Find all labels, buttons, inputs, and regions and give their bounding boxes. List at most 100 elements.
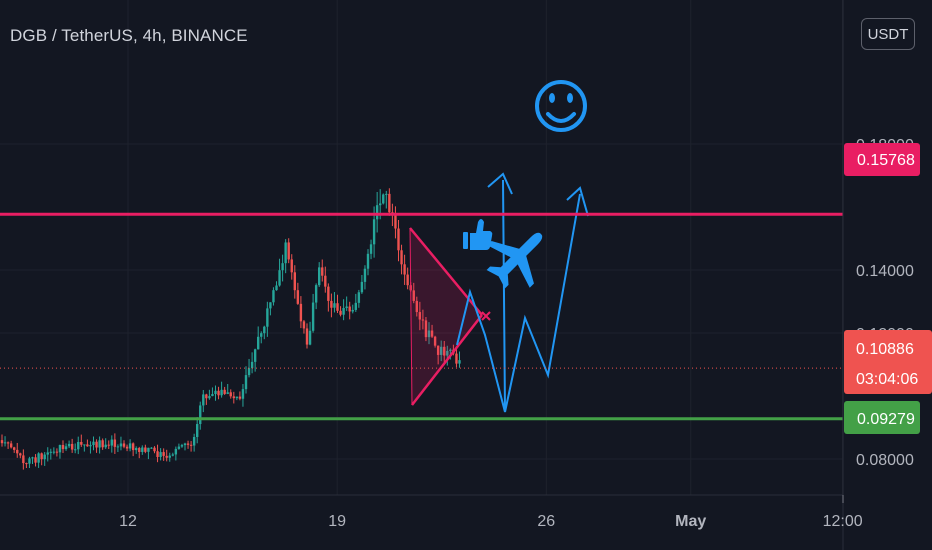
- candle-body: [174, 448, 178, 455]
- candle-body: [74, 449, 77, 451]
- candle-body: [458, 360, 461, 364]
- candle-body: [13, 447, 16, 450]
- candle-body: [83, 444, 86, 446]
- up-arrow-head-1: [487, 172, 513, 195]
- candle-body: [189, 444, 193, 446]
- candle-body: [40, 453, 43, 460]
- candle-body: [22, 455, 25, 464]
- candle-body: [205, 394, 208, 399]
- candle-body: [43, 454, 46, 460]
- candle-body: [229, 392, 232, 397]
- current-price-label: 0.10886: [856, 341, 914, 358]
- current-price-badge: [844, 330, 932, 394]
- candle-body: [138, 448, 141, 452]
- candle-body: [293, 272, 296, 291]
- candle-body: [34, 457, 37, 463]
- candle-body: [403, 264, 406, 275]
- price-tick-label: 0.08000: [856, 452, 914, 469]
- candle-body: [333, 303, 336, 308]
- candle-body: [324, 275, 327, 287]
- triangle-lower-line[interactable]: [411, 314, 483, 406]
- time-tick-label: 12: [119, 513, 137, 530]
- candle-body: [52, 451, 56, 453]
- airplane-icon[interactable]: [475, 213, 563, 301]
- candle-body: [421, 319, 425, 321]
- candle-body: [266, 308, 269, 327]
- candle-body: [46, 452, 49, 455]
- candle-body: [400, 250, 403, 265]
- triangle-pattern[interactable]: [410, 228, 482, 405]
- candle-body: [412, 290, 415, 301]
- time-tick-label: May: [675, 513, 706, 530]
- candle-body: [250, 361, 254, 369]
- candle-body: [116, 446, 120, 448]
- candle-body: [272, 290, 275, 303]
- candle-body: [263, 326, 266, 334]
- candle-body: [321, 267, 324, 276]
- candle-body: [110, 439, 113, 446]
- candle-body: [25, 463, 28, 465]
- candle-body: [363, 268, 367, 282]
- candle-body: [311, 302, 315, 331]
- candle-body: [284, 242, 287, 264]
- candle-body: [196, 424, 199, 438]
- candle-body: [16, 449, 19, 454]
- candle-body: [64, 446, 68, 450]
- candle-body: [107, 444, 110, 446]
- candle-body: [98, 440, 101, 448]
- candle-body: [440, 346, 443, 355]
- candle-body: [299, 303, 303, 322]
- candle-body: [37, 453, 40, 463]
- horizontal-levels: [0, 212, 843, 421]
- candle-body: [247, 368, 251, 376]
- time-tick-label: 12:00: [823, 513, 863, 530]
- candle-body: [144, 447, 147, 452]
- candle-body: [119, 443, 123, 447]
- candle-body: [208, 396, 211, 399]
- candle-body: [217, 390, 220, 396]
- candle-body: [305, 328, 309, 345]
- candle-body: [455, 353, 458, 364]
- candle-body: [162, 452, 165, 456]
- candle-body: [287, 242, 290, 260]
- candle-body: [318, 267, 321, 286]
- candle-body: [278, 270, 281, 286]
- candle-body: [397, 228, 400, 251]
- candle-body: [415, 300, 418, 313]
- candle-body: [214, 390, 217, 395]
- candle-body: [382, 194, 385, 204]
- candle-body: [192, 437, 196, 446]
- candle-body: [348, 306, 351, 312]
- candle-body: [345, 306, 348, 309]
- price-labels: 0.15768 0.10886 03:04:06 0.09279: [844, 143, 932, 434]
- candle-body: [302, 321, 306, 329]
- candle-body: [339, 310, 342, 315]
- projection-path-1[interactable]: [456, 179, 506, 413]
- thumbs-up-icon[interactable]: [463, 219, 493, 250]
- candle-body: [168, 455, 171, 458]
- candle-body: [67, 443, 71, 447]
- triangle-upper-line[interactable]: [409, 227, 483, 316]
- candle-body: [357, 292, 361, 303]
- candle-body: [49, 451, 52, 453]
- candle-body: [336, 303, 339, 311]
- candle-body: [260, 333, 263, 337]
- currency-button[interactable]: USDT: [861, 18, 915, 50]
- candle-body: [92, 441, 95, 446]
- candle-body: [232, 396, 235, 399]
- resistance-price-label: 0.15768: [857, 152, 915, 169]
- axes: [0, 0, 844, 550]
- candle-body: [89, 445, 92, 447]
- candle-body: [125, 446, 129, 449]
- candle-body: [385, 193, 388, 195]
- candle-body: [135, 448, 138, 451]
- candle-body: [241, 389, 245, 399]
- projection-path-2[interactable]: [504, 193, 581, 413]
- smiley-face-icon[interactable]: [535, 80, 587, 132]
- candle-body: [211, 394, 214, 397]
- drawings: [409, 80, 589, 413]
- candle-body: [70, 443, 74, 450]
- candle-body: [131, 443, 135, 451]
